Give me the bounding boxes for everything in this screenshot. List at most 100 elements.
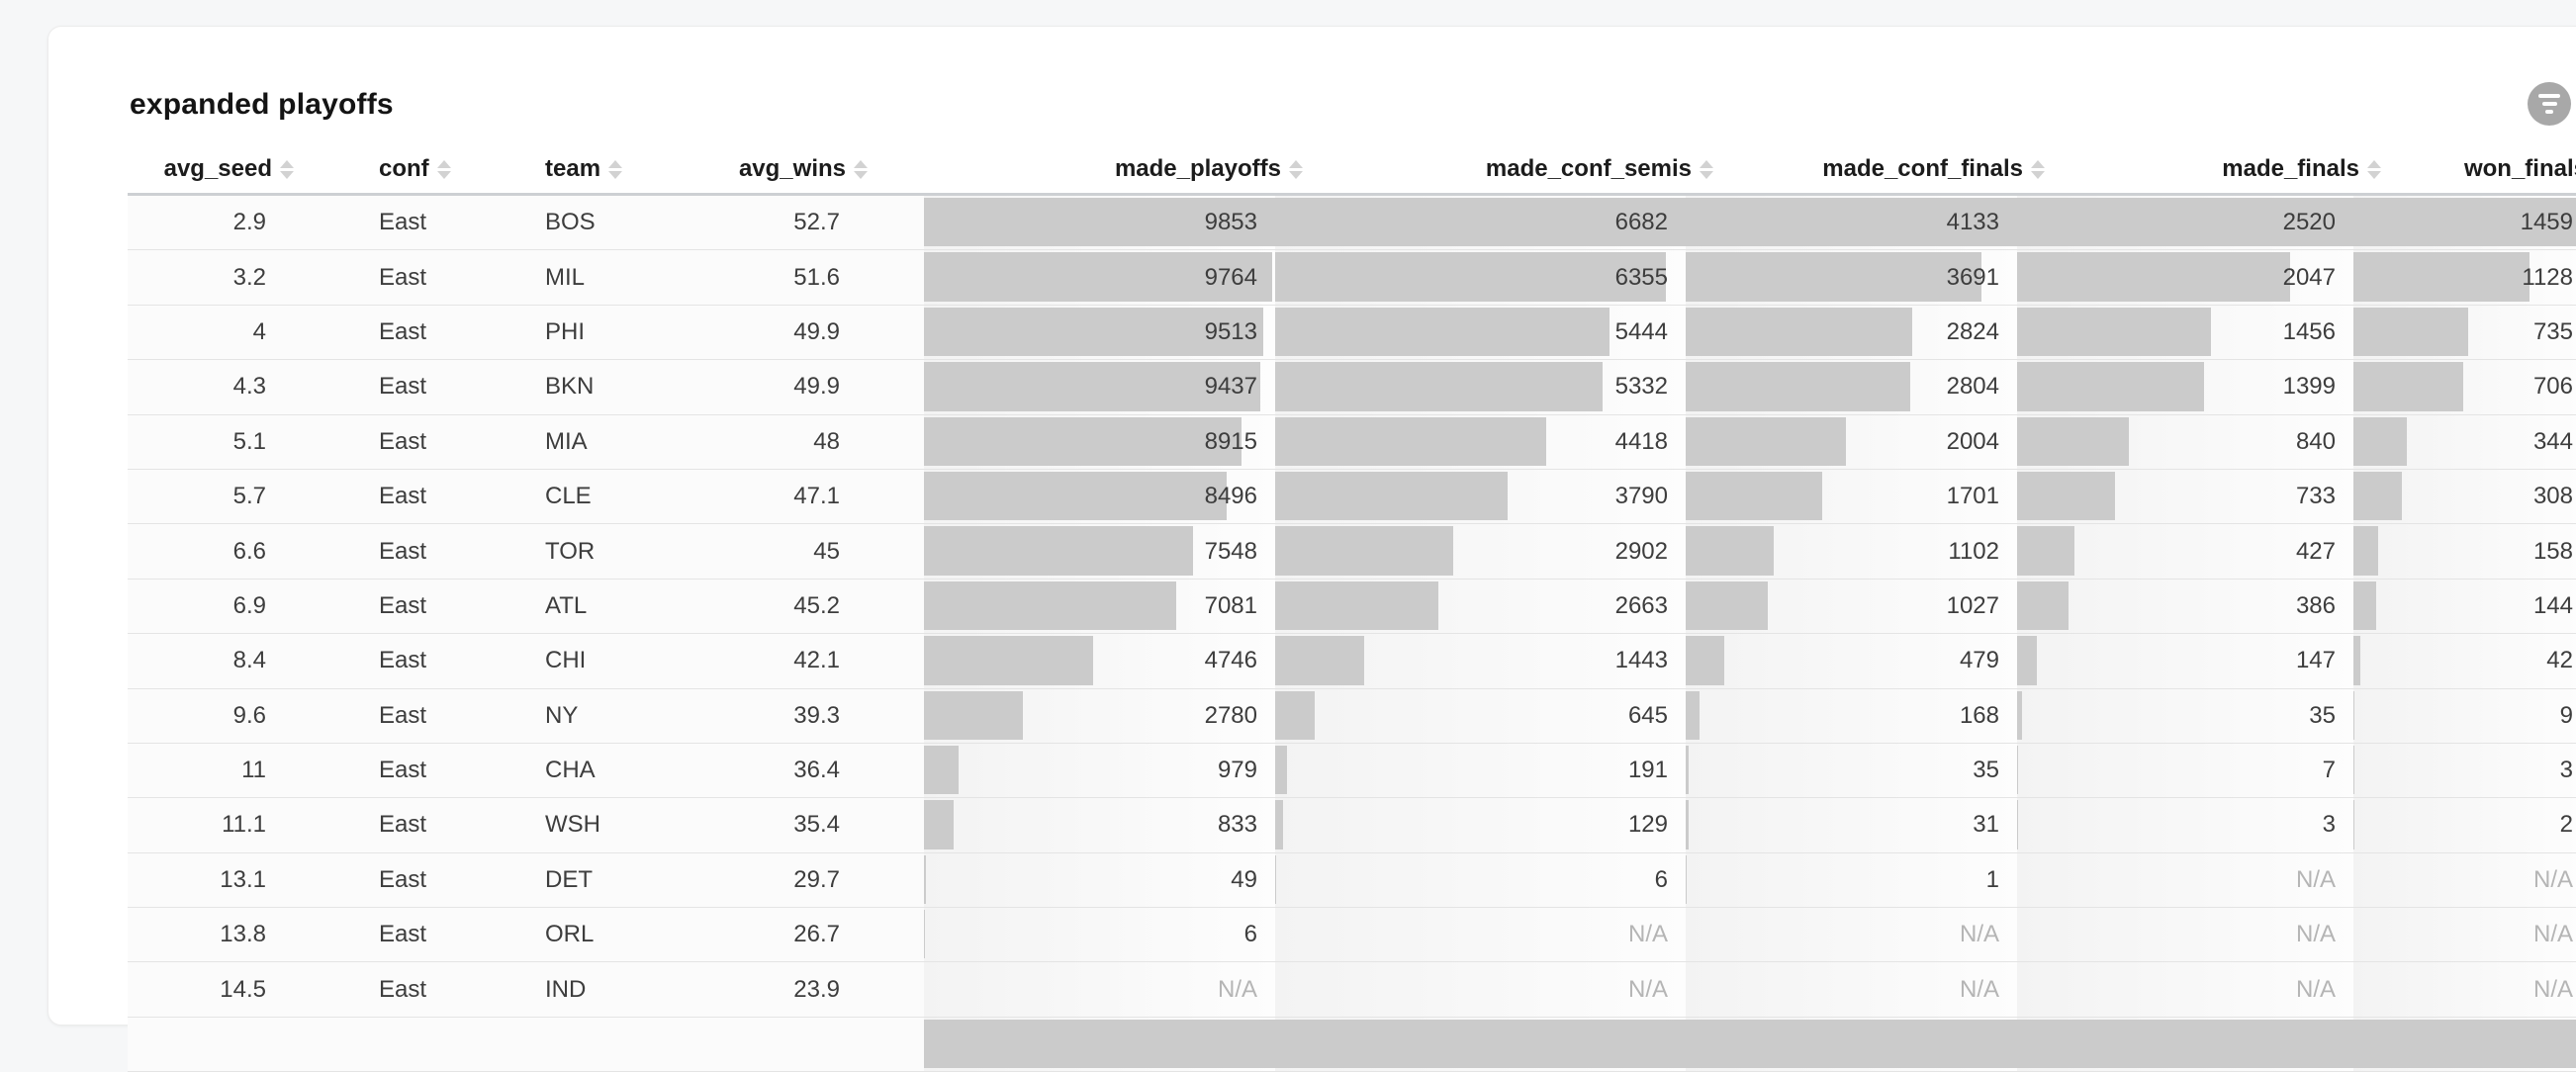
- cell-made_finals: 1399: [2017, 360, 2353, 413]
- cell-value: 14.5: [220, 976, 266, 1004]
- cell-made_finals: N/A: [2017, 853, 2353, 907]
- sort-icon[interactable]: [854, 160, 868, 179]
- cell-value: 3790: [1615, 483, 1668, 510]
- sort-icon[interactable]: [280, 160, 294, 179]
- cell-value: 6.9: [233, 592, 266, 620]
- column-header-made_finals[interactable]: made_finals: [2017, 145, 2371, 193]
- cell-avg_wins: 39.3: [721, 689, 840, 743]
- cell-value: 6.6: [233, 538, 266, 566]
- column-header-conf[interactable]: conf: [379, 145, 498, 193]
- cell-value: East: [379, 318, 426, 346]
- cell-value: 1701: [1947, 483, 1999, 510]
- value-bar: [2017, 746, 2018, 794]
- column-header-won_finals[interactable]: won_finals: [2353, 145, 2576, 193]
- cell-team: PHI: [545, 306, 684, 359]
- page-title: expanded playoffs: [130, 86, 394, 124]
- cell-avg_seed: 3.2: [128, 250, 266, 304]
- column-header-avg_wins[interactable]: avg_wins: [721, 145, 840, 193]
- cell-made_conf_finals: N/A: [1686, 962, 2017, 1016]
- cell-made_playoffs: 979: [924, 744, 1275, 797]
- cell-avg_seed: 13.1: [128, 853, 266, 907]
- sort-icon[interactable]: [437, 160, 451, 179]
- cell-value: 26.7: [793, 921, 840, 948]
- cell-value: 8915: [1205, 428, 1257, 456]
- cell-value: 735: [2533, 318, 2573, 346]
- column-header-label: team: [545, 155, 600, 183]
- cell-value: 52.7: [793, 209, 840, 236]
- column-header-label: won_finals: [2464, 155, 2576, 183]
- cell-value: N/A: [2296, 976, 2336, 1004]
- cell-value: 1027: [1947, 592, 1999, 620]
- cell-avg_wins: 49.9: [721, 306, 840, 359]
- cell-value: N/A: [2296, 866, 2336, 894]
- cell-value: East: [379, 428, 426, 456]
- cell-conf: East: [379, 306, 498, 359]
- column-header-made_playoffs[interactable]: made_playoffs: [924, 145, 1293, 193]
- cell-made_conf_finals: 2804: [1686, 360, 2017, 413]
- cell-value: East: [379, 264, 426, 292]
- cell-made_finals: 733: [2017, 470, 2353, 523]
- cell-avg_seed: 8.4: [128, 634, 266, 687]
- cell-value: 2004: [1947, 428, 1999, 456]
- cell-made_conf_semis: 645: [1275, 689, 1686, 743]
- cell-value: 733: [2296, 483, 2336, 510]
- cell-avg_wins: 45.2: [721, 580, 840, 633]
- cell-made_finals: 1456: [2017, 306, 2353, 359]
- cell-value: 1456: [2283, 318, 2336, 346]
- cell-won_finals: 158: [2353, 524, 2576, 578]
- cell-value: 4: [253, 318, 266, 346]
- cell-value: N/A: [1960, 976, 1999, 1004]
- cell-avg_wins: 52.7: [721, 196, 840, 249]
- cell-conf: East: [379, 580, 498, 633]
- cell-made_finals: 427: [2017, 524, 2353, 578]
- cell-value: 47.1: [793, 483, 840, 510]
- cell-value: 2.9: [233, 209, 266, 236]
- cell-avg_seed: 4: [128, 306, 266, 359]
- cell-won_finals: 9: [2353, 689, 2576, 743]
- cell-value: 48: [813, 428, 840, 456]
- cell-value: 5444: [1615, 318, 1668, 346]
- cell-value: 9513: [1205, 318, 1257, 346]
- cell-made_playoffs: [924, 1018, 1275, 1071]
- cell-made_conf_finals: 479: [1686, 634, 2017, 687]
- cell-value: 129: [1628, 811, 1668, 839]
- value-bar: [2017, 691, 2022, 740]
- cell-value: 42.1: [793, 647, 840, 674]
- cell-made_conf_finals: 1102: [1686, 524, 2017, 578]
- cell-made_conf_finals: [1686, 1018, 2017, 1071]
- cell-value: East: [379, 921, 426, 948]
- value-bar: [924, 581, 1176, 630]
- cell-team: BOS: [545, 196, 684, 249]
- cell-value: 4418: [1615, 428, 1668, 456]
- cell-made_conf_semis: 5444: [1275, 306, 1686, 359]
- cell-avg_wins: 42.1: [721, 634, 840, 687]
- cell-conf: East: [379, 853, 498, 907]
- column-header-team[interactable]: team: [545, 145, 684, 193]
- column-header-made_conf_semis[interactable]: made_conf_semis: [1275, 145, 1703, 193]
- cell-value: N/A: [2296, 921, 2336, 948]
- column-header-made_conf_finals[interactable]: made_conf_finals: [1686, 145, 2035, 193]
- cell-team: CHI: [545, 634, 684, 687]
- column-header-avg_seed[interactable]: avg_seed: [128, 145, 266, 193]
- cell-value: East: [379, 538, 426, 566]
- cell-team: MIL: [545, 250, 684, 304]
- cell-value: 2047: [2283, 264, 2336, 292]
- filter-button[interactable]: [2528, 82, 2571, 126]
- cell-made_conf_semis: 2902: [1275, 524, 1686, 578]
- value-bar: [1275, 417, 1546, 466]
- cell-value: 49.9: [793, 318, 840, 346]
- value-bar: [1275, 362, 1603, 410]
- sort-icon[interactable]: [608, 160, 622, 179]
- cell-value: East: [379, 209, 426, 236]
- value-bar: [1686, 691, 1700, 740]
- cell-made_playoffs: 9513: [924, 306, 1275, 359]
- cell-value: 1459: [2521, 209, 2573, 236]
- cell-value: East: [379, 647, 426, 674]
- cell-value: 1128: [2522, 264, 2573, 292]
- value-bar: [2353, 691, 2354, 740]
